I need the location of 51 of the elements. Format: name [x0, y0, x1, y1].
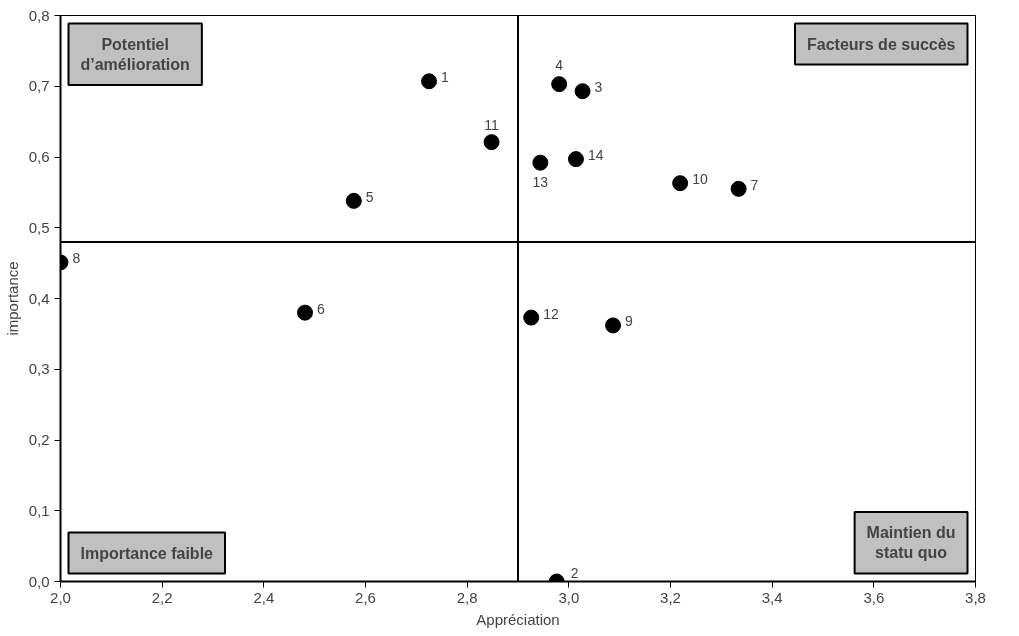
- y-tick-label: 0,1: [28, 501, 50, 519]
- annotation: 9: [625, 313, 634, 330]
- annotation: 4: [555, 57, 564, 74]
- annotation: 13: [532, 173, 549, 190]
- point: [605, 317, 622, 334]
- annotation: 2: [570, 564, 579, 581]
- annotation: Maintien du statu quo: [866, 524, 956, 562]
- y-tick-label: 0,0: [28, 572, 50, 590]
- y-axis-title: importance: [3, 261, 21, 336]
- point: [672, 175, 689, 192]
- annotation: 5: [365, 188, 374, 205]
- x-tick-label: 3,0: [558, 588, 580, 606]
- point: [483, 134, 500, 151]
- annotation: 11: [484, 117, 500, 134]
- point: [421, 73, 438, 90]
- annotation: 10: [692, 171, 708, 188]
- annotation: Importance faible: [80, 544, 214, 562]
- annotation: 8: [72, 250, 81, 267]
- annotation: 7: [750, 176, 759, 193]
- annotation: 12: [543, 305, 559, 322]
- x-axis-title: Appréciation: [476, 610, 560, 628]
- point: [730, 180, 747, 197]
- x-tick-label: 2,6: [355, 588, 376, 606]
- point: [567, 151, 584, 168]
- x-tick-label: 2,8: [456, 588, 478, 606]
- annotation: 6: [317, 300, 326, 317]
- point: [551, 76, 568, 93]
- x-tick-label: 3,8: [965, 588, 986, 606]
- annotation: Facteurs de succès: [806, 35, 956, 53]
- point: [523, 309, 540, 326]
- annotation: 14: [587, 147, 604, 164]
- x-tick-label: 3,2: [660, 588, 681, 606]
- y-tick-label: 0,4: [28, 289, 50, 307]
- x-tick-label: 3,4: [761, 588, 783, 606]
- point: [297, 304, 314, 321]
- annotation: Potentiel d’amélioration: [80, 35, 190, 73]
- y-tick-label: 0,3: [28, 360, 50, 378]
- point: [532, 154, 549, 171]
- x-tick-label: 3,6: [863, 588, 885, 606]
- point: [345, 192, 362, 209]
- x-tick-label: 2,4: [253, 588, 275, 606]
- point: [574, 83, 591, 100]
- annotation: 1: [441, 69, 450, 86]
- x-tick-label: 2,0: [50, 588, 71, 606]
- y-tick-label: 0,8: [28, 6, 50, 24]
- y-tick-label: 0,6: [28, 148, 50, 165]
- annotation: 3: [594, 79, 603, 96]
- y-tick-label: 0,2: [28, 431, 50, 448]
- x-tick-label: 2,2: [151, 588, 173, 606]
- y-tick-label: 0,5: [28, 218, 50, 236]
- y-tick-label: 0,7: [28, 77, 50, 95]
